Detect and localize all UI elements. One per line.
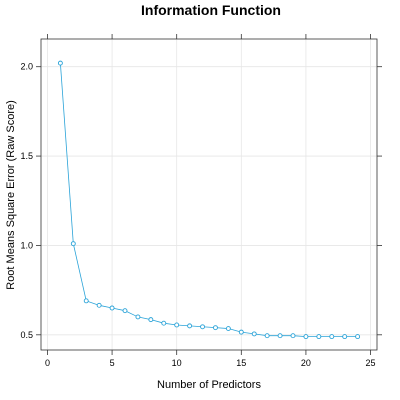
plot-frame (40, 38, 378, 351)
data-point (148, 317, 154, 323)
data-point (251, 331, 257, 337)
x-axis-label: Number of Predictors (157, 379, 261, 391)
data-point (187, 323, 193, 329)
y-tick-label: 1.5 (20, 151, 33, 161)
x-tick-label: 25 (366, 358, 376, 368)
data-point (70, 241, 76, 247)
data-point (316, 334, 322, 340)
data-point (174, 322, 180, 328)
data-point (122, 308, 128, 314)
series-line (59, 63, 358, 337)
data-point (83, 298, 89, 304)
y-axis-label: Root Means Square Error (Raw Score) (5, 100, 17, 290)
data-point (161, 320, 167, 326)
data-point (329, 334, 335, 340)
data-point (57, 60, 63, 66)
series-layer (57, 60, 361, 340)
data-point (290, 333, 296, 339)
data-point (135, 314, 141, 320)
data-point (213, 325, 218, 331)
chart-title: Information Function (141, 2, 281, 18)
axis-ticks (36, 34, 382, 355)
data-point (109, 305, 115, 311)
x-tick-label: 15 (236, 358, 246, 368)
data-point (342, 334, 348, 340)
grid (41, 39, 377, 350)
data-point (355, 334, 361, 340)
y-tick-label: 1.0 (20, 240, 33, 250)
y-tick-label: 2.0 (20, 62, 33, 72)
y-tick-label: 0.5 (20, 330, 33, 340)
data-point (303, 334, 309, 340)
x-tick-label: 5 (110, 358, 115, 368)
data-point (238, 329, 244, 335)
data-point (96, 302, 102, 308)
data-point (225, 326, 231, 332)
x-tick-label: 20 (301, 358, 311, 368)
axis-tick-labels: 0 5 10 15 20 25 0.5 1.0 1.5 2.0 (20, 62, 375, 368)
data-point (200, 324, 205, 330)
data-point (264, 333, 270, 339)
x-tick-label: 10 (172, 358, 182, 368)
x-tick-label: 0 (45, 358, 50, 368)
data-point (277, 333, 283, 339)
